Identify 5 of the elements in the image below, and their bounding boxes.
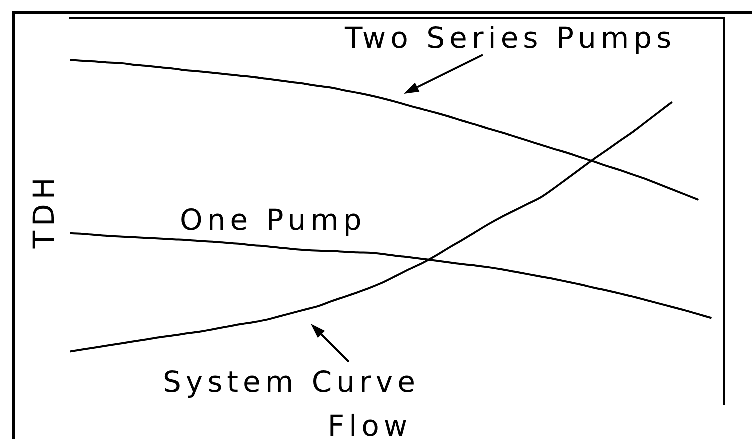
series-label: Two Series Pumps <box>344 21 676 55</box>
legend-label: System Curve <box>163 365 420 399</box>
x-axis-title: Flow <box>328 409 412 439</box>
series-label: One Pump <box>180 203 366 237</box>
y-axis-title: TDH <box>27 173 61 250</box>
